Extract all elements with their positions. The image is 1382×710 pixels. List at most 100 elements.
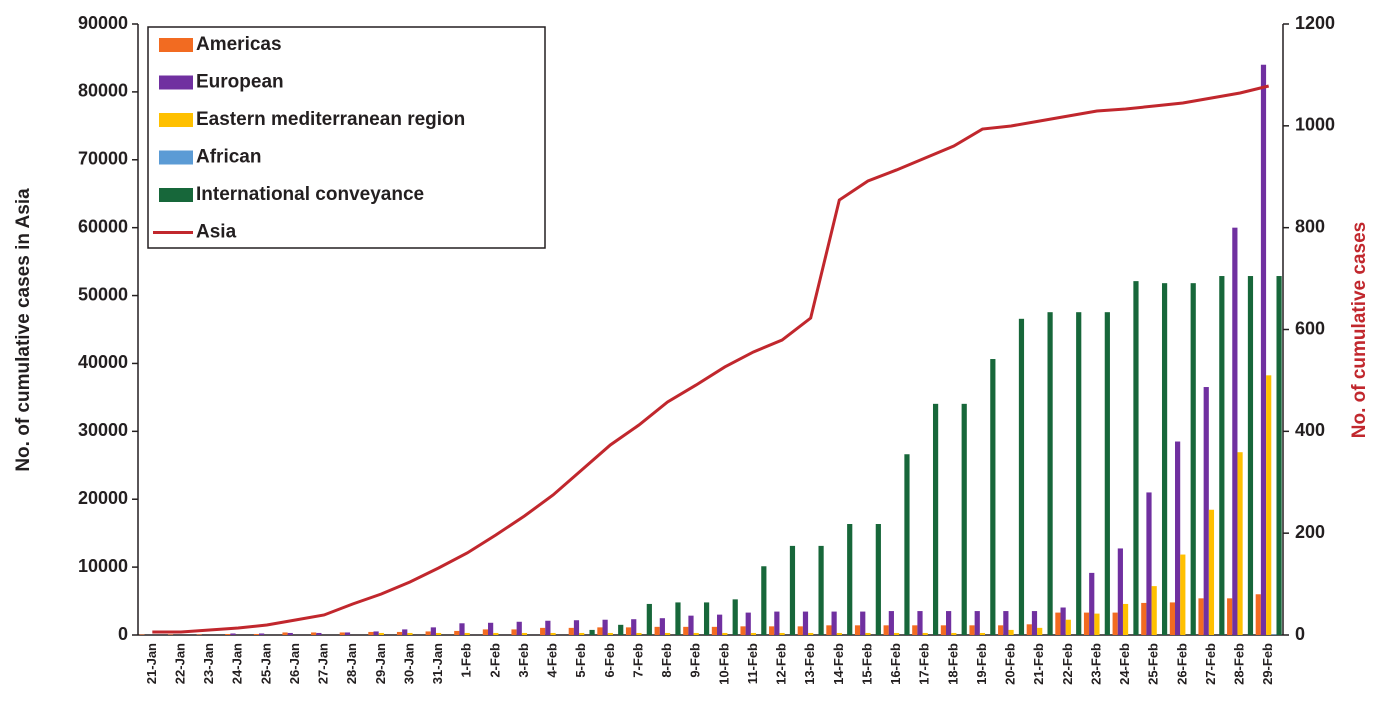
bar [625,627,632,635]
bar [196,634,202,635]
legend-swatch [159,113,193,127]
bar [761,566,767,635]
bar [368,631,374,635]
y-tick-label: 20000 [78,488,128,508]
bar [1047,312,1053,635]
bar [1008,629,1014,635]
bar [951,632,957,635]
bar [1104,312,1110,635]
bar [435,632,442,635]
x-tick-label: 31-Jan [430,643,445,684]
x-tick-label: 24-Feb [1117,643,1132,685]
bar [225,633,231,635]
bar [1031,611,1038,635]
y2-tick-label: 1000 [1295,115,1335,135]
y-tick-label: 0 [118,624,128,644]
bar [573,620,580,635]
x-tick-label: 29-Feb [1260,643,1275,685]
bar [946,611,952,635]
y-tick-label: 40000 [78,352,128,372]
y-tick-label: 10000 [78,556,128,576]
bar [516,621,522,635]
bar [912,625,918,635]
bar [1271,634,1277,635]
bar [167,634,174,635]
bar [693,632,699,635]
bar [717,614,723,635]
bar [675,602,681,635]
bar [1190,283,1196,635]
x-tick-label: 29-Jan [373,643,388,684]
bar [597,627,603,635]
bar [875,524,881,635]
bar [378,632,384,635]
bar [1175,441,1181,635]
bar [659,618,665,635]
bar [745,612,751,635]
bar [602,619,608,635]
bar [1055,612,1061,635]
legend [147,26,546,249]
x-tick-label: 14-Feb [831,643,846,685]
bar [1003,611,1009,635]
bar [511,629,517,635]
bar [883,625,889,635]
bar [865,632,871,635]
bar [1227,598,1233,635]
bar [1219,276,1225,635]
bar [854,625,861,635]
bar [1018,318,1025,635]
bar [1065,619,1071,635]
x-tick-label: 25-Jan [258,643,273,684]
bar [311,632,317,635]
bar [932,403,939,635]
bar [1083,612,1090,635]
bar [253,633,260,635]
bar [904,454,910,635]
x-tick-label: 9-Feb [688,643,703,678]
x-tick-label: 28-Jan [344,643,359,684]
bar [636,632,642,635]
y2-tick-label: 200 [1295,522,1325,542]
bar [464,632,470,635]
bar [1260,64,1267,635]
bar [407,632,413,635]
bar [979,632,986,635]
bar [1122,603,1129,635]
bar [703,602,710,635]
bar [1232,227,1238,635]
x-tick-label: 28-Feb [1232,643,1247,685]
x-tick-label: 2-Feb [487,643,502,678]
bar [750,632,757,635]
bar [579,632,585,635]
bar [425,631,431,635]
bar [654,626,660,635]
bar [797,626,803,635]
x-tick-label: 27-Jan [316,643,331,684]
bar [1133,281,1139,635]
bar [607,632,613,635]
bar [1094,613,1100,635]
legend-label: African [196,147,261,168]
bar [1161,283,1168,635]
y-tick-label: 80000 [78,81,128,101]
x-tick-label: 16-Feb [888,643,903,685]
legend-label: Asia [196,222,237,243]
bar [769,626,775,635]
bar [1089,572,1095,635]
bar [482,629,489,635]
bar [917,611,923,635]
x-tick-label: 1-Feb [459,643,474,678]
y-axis-title: No. of cumulative cases in Asia [13,188,34,472]
bar [568,627,574,635]
bar [1117,548,1123,635]
bar [550,632,556,635]
x-tick-label: 5-Feb [573,643,588,678]
bar [1169,602,1176,635]
bar [373,631,379,635]
bar [631,619,637,635]
x-tick-label: 21-Jan [144,643,159,684]
bar [646,603,652,635]
bar [430,627,436,635]
